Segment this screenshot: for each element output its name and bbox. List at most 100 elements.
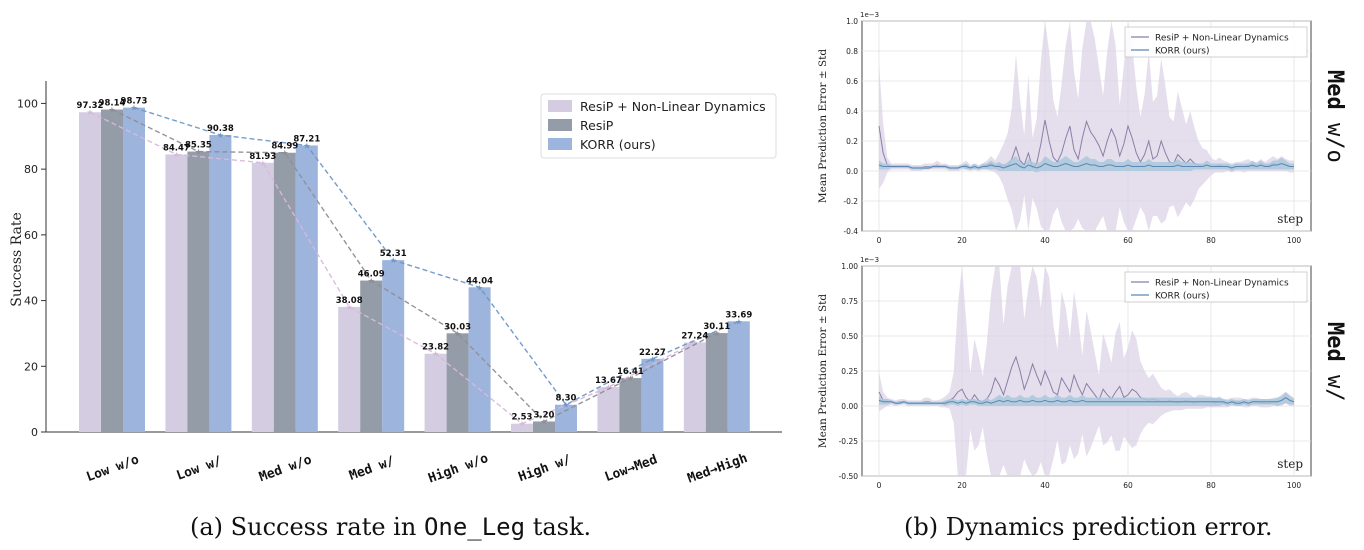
trend-marker: ★ (540, 417, 547, 426)
bar-value-label: 30.11 (703, 322, 730, 332)
bar-resip-non-linear-dynamics-1 (165, 154, 188, 432)
trend-marker: ★ (649, 355, 656, 364)
trend-marker: ★ (562, 401, 569, 410)
bar-value-label: 3.20 (534, 410, 555, 420)
bar-value-label: 46.09 (358, 270, 385, 280)
trend-line-2 (133, 106, 740, 406)
bar-resip-non-linear-dynamics-5 (511, 423, 533, 432)
category-label: High w/o (426, 451, 490, 487)
y-axis-label: Success Rate (9, 212, 25, 307)
mean-line-1 (878, 396, 1295, 404)
trend-marker: ★ (173, 150, 180, 159)
x-tick-label: 40 (1040, 481, 1050, 490)
x-tick-label: 40 (1040, 236, 1050, 245)
category-label: High w/ (516, 452, 573, 485)
panel-legend-label: KORR (ours) (1155, 47, 1209, 57)
y-axis-label: Mean Prediction Error ± Std (817, 49, 829, 204)
bar-value-label: 87.21 (293, 134, 320, 144)
y-tick-label: -0.25 (839, 437, 859, 446)
bar-value-label: 23.82 (422, 343, 449, 353)
bar-korr-ours--7 (727, 321, 750, 432)
bar-value-label: 22.27 (639, 348, 666, 358)
trend-marker: ★ (195, 148, 202, 157)
success-rate-chart: 0 20 40 60 80 100 Success Rate ★ ★ ★ ★ ★ ★ ★ ★ ★ ★ ★ ★ ★ ★ ★ ★… (9, 81, 782, 486)
bar-resip-non-linear-dynamics-3 (338, 306, 361, 432)
panel-legend-box (1124, 26, 1308, 58)
x-tick-label: 60 (1123, 236, 1133, 245)
bar-resip-6 (619, 378, 642, 432)
x-axis-label: step (1277, 212, 1303, 226)
legend-label: ResiP (580, 118, 614, 133)
bar-resip-2 (273, 152, 296, 433)
trend-marker: ★ (518, 420, 525, 429)
y-tick-label: 0 (31, 426, 38, 439)
bar-value-label: 38.08 (336, 296, 363, 306)
bar-value-label: 98.73 (121, 97, 148, 107)
bar-value-label: 30.03 (444, 322, 471, 332)
std-band-0 (879, 266, 1294, 476)
y-tick-label: 0.25 (841, 367, 858, 376)
bar-value-label: 44.04 (466, 276, 493, 286)
trend-marker: ★ (346, 303, 353, 312)
y-tick-label: -0.2 (843, 197, 858, 206)
legend-swatch (548, 100, 572, 112)
trend-marker: ★ (390, 256, 397, 265)
x-tick-label: 20 (957, 481, 967, 490)
trend-marker: ★ (259, 159, 266, 168)
x-tick-label: 80 (1206, 481, 1216, 490)
trend-marker: ★ (108, 106, 115, 115)
bar-legend: ResiP + Non-Linear Dynamics ResiP KORR (ou… (540, 93, 777, 159)
panel-legend-box (1124, 271, 1308, 303)
legend-label: KORR (ours) (580, 137, 656, 152)
legend-swatch (548, 119, 572, 131)
bar-value-label: 33.69 (725, 310, 752, 320)
x-tick-label: 60 (1123, 481, 1133, 490)
bar-value-label: 90.38 (207, 124, 234, 134)
bar-value-label: 84.99 (271, 142, 298, 152)
trend-line-0 (89, 111, 696, 425)
bar-value-label: 85.35 (185, 141, 212, 151)
x-axis-label: step (1277, 457, 1303, 471)
trend-marker: ★ (281, 149, 288, 158)
y-tick-label: 60 (24, 229, 38, 242)
right-caption: (b) Dynamics prediction error. (904, 513, 1273, 541)
bar-value-label: 84.47 (163, 143, 190, 153)
trend-marker: ★ (454, 329, 461, 338)
bar-value-label: 97.32 (77, 101, 104, 111)
bar-resip-non-linear-dynamics-4 (424, 353, 447, 432)
x-tick-label: 80 (1206, 236, 1216, 245)
y-tick-label: 0.4 (846, 107, 858, 116)
legend-swatch (548, 138, 572, 150)
bar-korr-ours--1 (209, 135, 232, 432)
category-label: Med w/ (347, 454, 396, 484)
bar-resip-non-linear-dynamics-7 (683, 342, 706, 432)
legend-label: ResiP + Non-Linear Dynamics (580, 99, 766, 114)
bar-korr-ours--5 (555, 404, 577, 432)
trend-marker: ★ (627, 374, 634, 383)
bar-value-label: 16.41 (617, 367, 644, 377)
bar-korr-ours--0 (123, 107, 145, 432)
category-label: Low w/o (84, 452, 141, 485)
trend-marker: ★ (476, 283, 483, 292)
category-label: Med→High (686, 451, 750, 487)
bar-value-label: 2.53 (512, 413, 533, 423)
trend-marker: ★ (217, 131, 224, 140)
bar-resip-4 (446, 333, 469, 432)
y-tick-label: 20 (24, 360, 38, 373)
std-band-1 (879, 156, 1294, 173)
bar-resip-0 (101, 109, 123, 432)
bottom-panel-side-label: Med w/ (1322, 322, 1347, 402)
std-band-0 (879, 21, 1294, 231)
trend-marker: ★ (605, 383, 612, 392)
bar-korr-ours--2 (295, 145, 318, 432)
x-tick-label: 0 (877, 236, 882, 245)
trend-marker: ★ (303, 141, 310, 150)
y-tick-label: 0.2 (846, 137, 858, 146)
y-tick-label: 100 (17, 97, 38, 110)
trend-marker: ★ (691, 338, 698, 347)
scale-label: 1e−3 (860, 256, 879, 264)
std-band-1 (879, 392, 1294, 406)
prediction-error-panel-1: -0.50 -0.25 0.00 0.25 0.50 0.75 1.00 0 20 40 60 80 1… (817, 256, 1312, 490)
y-tick-label: 0.0 (846, 167, 858, 176)
